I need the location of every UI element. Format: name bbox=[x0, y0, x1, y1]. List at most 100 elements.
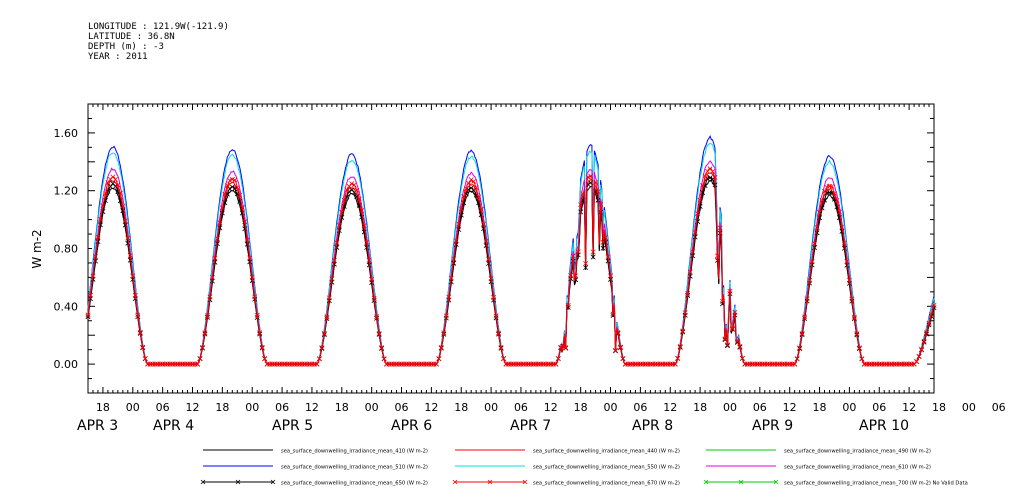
series-marker bbox=[702, 173, 708, 179]
x-tick-label: 00 bbox=[842, 401, 856, 414]
series-marker bbox=[468, 177, 474, 183]
series-marker bbox=[137, 329, 143, 335]
x-tick-label: 12 bbox=[424, 401, 438, 414]
x-tick-label: 18 bbox=[932, 401, 946, 414]
series-marker bbox=[142, 355, 148, 361]
y-tick-label: 1.20 bbox=[54, 185, 79, 198]
series-marker bbox=[568, 272, 574, 278]
series-marker bbox=[433, 361, 439, 367]
series-marker bbox=[249, 274, 255, 280]
x-tick-label: 06 bbox=[992, 401, 1006, 414]
series-marker bbox=[553, 361, 559, 367]
series-marker bbox=[600, 245, 606, 251]
series-marker bbox=[620, 355, 626, 361]
series-marker bbox=[590, 254, 596, 260]
day-labels: APR 3 APR 4 APR 5 APR 6 APR 7 APR 8 APR 9 APR 1… bbox=[77, 418, 909, 434]
series-marker bbox=[697, 197, 703, 203]
series-marker bbox=[680, 328, 686, 334]
series-marker bbox=[237, 192, 243, 198]
series-marker bbox=[807, 277, 813, 283]
series-marker bbox=[921, 338, 927, 344]
series-marker bbox=[727, 288, 733, 294]
series-marker bbox=[254, 312, 260, 318]
series-marker bbox=[732, 309, 738, 315]
series-marker bbox=[341, 197, 347, 203]
series-marker bbox=[739, 355, 745, 361]
series-marker bbox=[135, 312, 141, 318]
series-marker bbox=[329, 276, 335, 282]
series-marker bbox=[102, 191, 108, 197]
series-marker bbox=[493, 313, 499, 319]
series-marker bbox=[92, 254, 98, 259]
x-tick-label: 18 bbox=[335, 401, 349, 414]
day-label: APR 4 bbox=[153, 418, 194, 434]
series-marker bbox=[234, 184, 240, 190]
series-marker bbox=[448, 275, 454, 281]
x-tick-label: 00 bbox=[126, 401, 140, 414]
x-tick-label: 12 bbox=[186, 401, 200, 414]
series-marker bbox=[244, 237, 250, 243]
series-marker bbox=[441, 330, 447, 336]
series-marker bbox=[100, 203, 106, 209]
series-marker bbox=[336, 228, 342, 234]
series-marker bbox=[491, 294, 497, 300]
series-marker bbox=[794, 356, 800, 362]
series-marker bbox=[326, 295, 332, 301]
series-marker bbox=[834, 197, 840, 203]
series-marker bbox=[724, 342, 730, 348]
series-marker bbox=[214, 241, 220, 247]
series-marker bbox=[682, 310, 688, 316]
x-tick-label: 18 bbox=[454, 401, 468, 414]
series-marker bbox=[483, 243, 489, 249]
series-marker bbox=[344, 187, 350, 193]
x-tick-label: 06 bbox=[514, 401, 528, 414]
series-marker bbox=[812, 245, 818, 251]
x-tick-label: 18 bbox=[215, 401, 229, 414]
series-marker bbox=[451, 260, 457, 266]
legend-marker bbox=[200, 479, 206, 485]
day-label: APR 5 bbox=[272, 418, 313, 434]
series-marker bbox=[822, 188, 828, 194]
x-tick-label: 12 bbox=[663, 401, 677, 414]
series-marker bbox=[675, 355, 681, 361]
series-marker bbox=[710, 168, 716, 174]
header-depth: DEPTH (m) : -3 bbox=[88, 42, 164, 52]
header-latitude: LATITUDE : 36.8N bbox=[88, 32, 175, 42]
y-tick-label: 1.60 bbox=[54, 127, 79, 140]
series-marker bbox=[239, 205, 245, 211]
x-tick-label: 12 bbox=[544, 401, 558, 414]
series-marker bbox=[615, 329, 621, 335]
series-marker bbox=[359, 207, 365, 213]
axis-ticks bbox=[87, 103, 935, 394]
series-marker bbox=[829, 183, 835, 189]
legend-label: sea_surface_downwelling_irradiance_mean_… bbox=[784, 481, 968, 487]
series-marker bbox=[199, 344, 205, 350]
x-tick-label: 18 bbox=[693, 401, 707, 414]
series-marker bbox=[361, 223, 367, 229]
series-marker bbox=[575, 249, 581, 255]
series-marker bbox=[244, 241, 250, 247]
series-marker bbox=[598, 201, 604, 207]
series-marker bbox=[824, 184, 830, 190]
series-marker bbox=[324, 314, 330, 320]
series-group bbox=[85, 134, 937, 367]
series-marker bbox=[122, 222, 128, 228]
legend: sea_surface_downwelling_irradiance_mean_… bbox=[200, 449, 968, 487]
series-marker bbox=[212, 255, 218, 261]
x-tick-label: 00 bbox=[723, 401, 737, 414]
series-line bbox=[87, 174, 935, 365]
legend-label: sea_surface_downwelling_irradiance_mean_… bbox=[281, 481, 428, 487]
series-marker bbox=[217, 220, 223, 226]
series-marker bbox=[130, 273, 136, 279]
series-marker bbox=[257, 330, 263, 336]
series-marker bbox=[473, 185, 479, 191]
series-marker bbox=[140, 344, 146, 350]
series-marker bbox=[496, 330, 502, 336]
x-tick-label: 00 bbox=[245, 401, 259, 414]
series-marker bbox=[446, 294, 452, 300]
series-marker bbox=[804, 296, 810, 302]
day-label: APR 9 bbox=[752, 418, 793, 434]
series-marker bbox=[687, 269, 693, 275]
series-marker bbox=[585, 174, 591, 180]
series-marker bbox=[486, 260, 492, 266]
